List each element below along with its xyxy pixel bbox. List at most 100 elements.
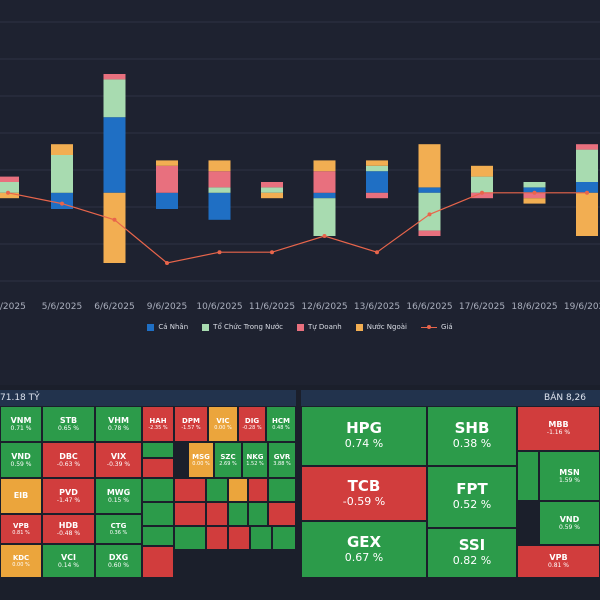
heatmap-tile-gex[interactable]: GEX 0.67 %: [301, 521, 427, 578]
heatmap-tile-dpm[interactable]: DPM -1.57 %: [174, 406, 208, 442]
heatmap-tile[interactable]: [142, 546, 174, 578]
tile-symbol: MWG: [106, 487, 131, 497]
heatmap-tile-vix[interactable]: VIX -0.39 %: [95, 442, 142, 478]
heatmap-tile-gvr[interactable]: GVR 3.88 %: [268, 442, 296, 478]
tile-percent: 1.59 %: [559, 476, 580, 484]
legend-swatch: [147, 323, 155, 331]
heatmap-tile[interactable]: [206, 526, 228, 550]
heatmap-tile-fpt[interactable]: FPT 0.52 %: [427, 466, 517, 528]
tile-symbol: VIX: [110, 451, 127, 461]
heatmap-tile-hpg[interactable]: HPG 0.74 %: [301, 406, 427, 466]
heatmap-tile-dxg[interactable]: DXG 0.60 %: [95, 544, 142, 578]
heatmap-tile-vci[interactable]: VCI 0.14 %: [42, 544, 95, 578]
heatmap-tile[interactable]: [268, 502, 296, 526]
heatmap-tile[interactable]: [142, 526, 174, 546]
heatmap-sell: HPG 0.74 % SHB 0.38 % MBB -1.16 % TCB -0.59 % FP…: [301, 406, 600, 578]
tile-percent: -1.57 %: [181, 424, 201, 431]
bar-5-cá-nhân: [313, 192, 336, 199]
heatmap-tile-vnd[interactable]: VND 0.59 %: [0, 442, 42, 478]
heatmap-tile[interactable]: [142, 502, 174, 526]
tile-percent: 0.59 %: [559, 523, 580, 531]
tile-symbol: NKG: [246, 452, 264, 461]
heatmap-tile-vpb[interactable]: VPB 0.81 %: [0, 514, 42, 544]
heatmap-tile-eib[interactable]: EIB: [0, 478, 42, 514]
heatmap-tile[interactable]: [248, 478, 268, 502]
heatmap-tile[interactable]: [268, 478, 296, 502]
heatmap-tile[interactable]: [517, 451, 539, 501]
heatmap-tile[interactable]: [228, 502, 248, 526]
heatmap-tile-hah[interactable]: HAH -2.35 %: [142, 406, 174, 442]
tile-symbol: PVD: [59, 487, 78, 497]
legend-swatch: [296, 323, 304, 331]
heatmap-tile[interactable]: [206, 502, 228, 526]
bar-5-tự-doanh: [313, 171, 336, 193]
bar-1-cá-nhân: [103, 117, 126, 193]
bar-7-tổ-chức-trong-nước: [418, 192, 441, 231]
heatmap-tile-hdb[interactable]: HDB -0.48 %: [42, 514, 95, 544]
heatmap-tile-vnm[interactable]: VNM 0.71 %: [0, 406, 42, 442]
heatmap-tile[interactable]: [174, 502, 206, 526]
heatmap-tile-msg[interactable]: MSG 0.00 %: [188, 442, 214, 478]
heatmap-tile-szc[interactable]: SZC 2.69 %: [214, 442, 242, 478]
heatmap-tile[interactable]: [142, 478, 174, 502]
tile-symbol: VND: [559, 514, 580, 524]
heatmap-tile[interactable]: [250, 526, 272, 550]
bar-4-tổ-chức-trong-nước: [261, 187, 283, 193]
heatmap-tile-vhm[interactable]: VHM 0.78 %: [95, 406, 142, 442]
heatmap-tile-vpb[interactable]: VPB 0.81 %: [517, 545, 600, 578]
legend-item[interactable]: Tự Doanh: [296, 323, 342, 331]
tile-symbol: SHB: [454, 419, 490, 438]
legend-label: Tự Doanh: [307, 323, 342, 331]
legend-item[interactable]: Giá: [420, 323, 453, 331]
heatmap-tile[interactable]: [174, 526, 206, 550]
heatmap-tile-pvd[interactable]: PVD -1.47 %: [42, 478, 95, 514]
heatmap-tile-tcb[interactable]: TCB -0.59 %: [301, 466, 427, 521]
bar-5-nước-ngoài: [313, 160, 336, 172]
tile-symbol: EIB: [13, 491, 29, 501]
bar-9-nước-ngoài: [523, 198, 546, 204]
heatmap-tile-msn[interactable]: MSN 1.59 %: [539, 451, 600, 501]
heatmap-tile-dig[interactable]: DIG -0.28 %: [238, 406, 266, 442]
heatmap-tile[interactable]: [206, 478, 228, 502]
heatmap-tile-mwg[interactable]: MWG 0.15 %: [95, 478, 142, 514]
heatmap-tile-mbb[interactable]: MBB -1.16 %: [517, 406, 600, 451]
bar-6-nước-ngoài: [366, 160, 388, 166]
bar-7-nước-ngoài: [418, 144, 441, 188]
heatmap-tile[interactable]: [228, 478, 248, 502]
price-point-7: [375, 250, 379, 255]
x-tick-7: 16/6/2025: [406, 302, 452, 312]
tile-percent: 0.15 %: [108, 496, 129, 504]
heatmap-tile-nkg[interactable]: NKG 1.52 %: [242, 442, 268, 478]
heatmap-tile[interactable]: [228, 526, 250, 550]
heatmap-tile-kdc[interactable]: KDC 0.00 %: [0, 544, 42, 578]
heatmap-tile-hcm[interactable]: HCM 0.48 %: [266, 406, 296, 442]
tile-percent: 2.69 %: [219, 460, 237, 467]
legend-label: Nước Ngoài: [366, 323, 407, 331]
tile-symbol: HCM: [272, 416, 290, 425]
legend-item[interactable]: Nước Ngoài: [355, 323, 407, 331]
tile-symbol: KDC: [12, 553, 30, 562]
tile-percent: -0.28 %: [242, 424, 262, 431]
price-point-4: [217, 250, 222, 255]
heatmap-tile[interactable]: [142, 442, 174, 458]
heatmap-tile-ctg[interactable]: CTG 0.36 %: [95, 514, 142, 544]
heatmap-tile[interactable]: [174, 478, 206, 502]
legend-item[interactable]: Tổ Chức Trong Nước: [202, 323, 283, 331]
price-point-6: [322, 234, 327, 238]
heatmap-tile[interactable]: [142, 458, 174, 478]
heatmap-tile-dbc[interactable]: DBC -0.63 %: [42, 442, 95, 478]
heatmap-tile-shb[interactable]: SHB 0.38 %: [427, 406, 517, 466]
heatmap-tile-vic[interactable]: VIC 0.00 %: [208, 406, 238, 442]
tile-symbol: DBC: [59, 451, 78, 461]
tile-percent: 0.74 %: [344, 437, 384, 451]
heatmap-tile-ssi[interactable]: SSI 0.82 %: [427, 528, 517, 578]
x-tick-4: 11/6/2025: [249, 302, 295, 312]
heatmap-tile[interactable]: [272, 526, 296, 550]
heatmap-tile[interactable]: [248, 502, 268, 526]
heatmap-tile-vnd[interactable]: VND 0.59 %: [539, 501, 600, 545]
heatmap-right-title: BÁN 8,26: [544, 393, 586, 403]
bar-6-tự-doanh: [366, 192, 388, 199]
legend-item[interactable]: Cá Nhân: [147, 323, 188, 331]
heatmap-tile-stb[interactable]: STB 0.65 %: [42, 406, 95, 442]
bar-1-nước-ngoài: [103, 192, 126, 263]
